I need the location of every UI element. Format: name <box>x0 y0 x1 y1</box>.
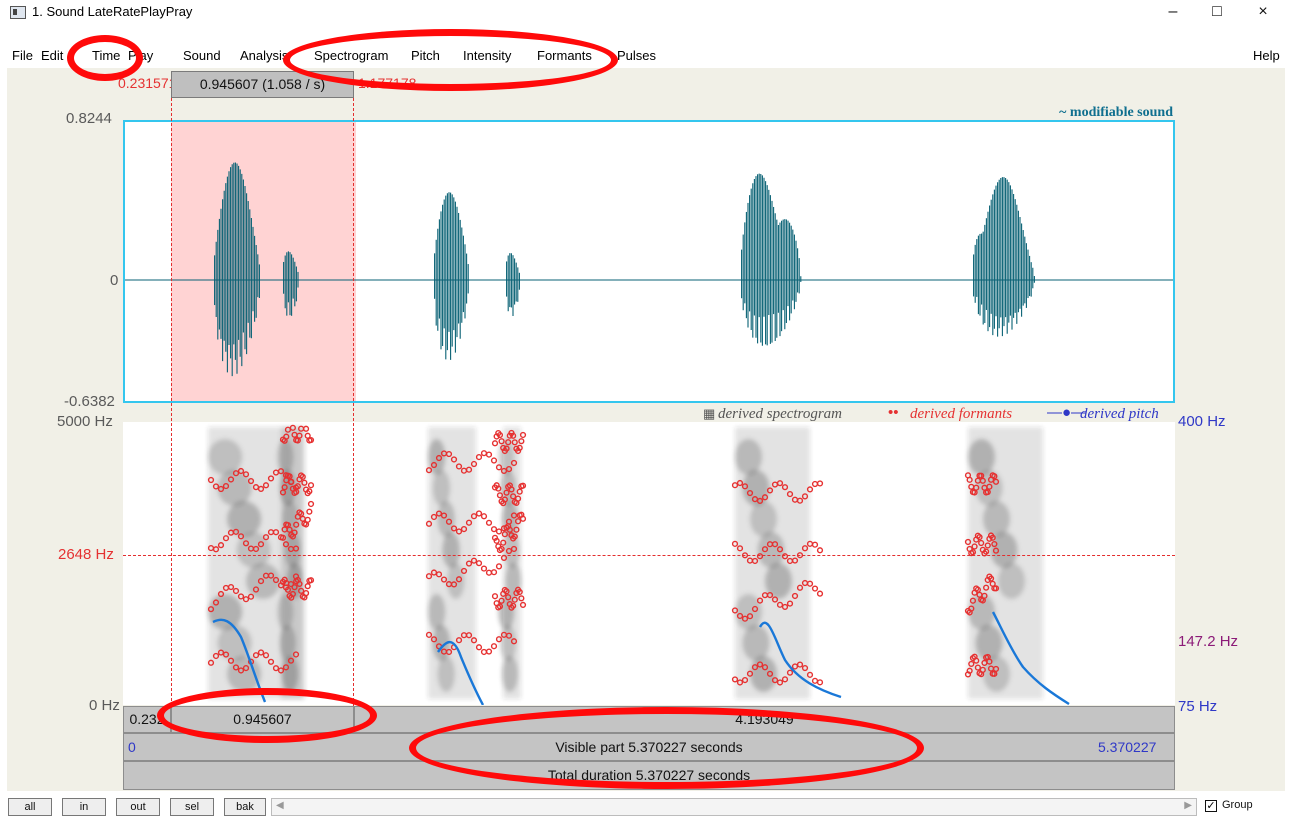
spectrogram-legend-icon: ▦ <box>703 406 716 421</box>
scroll-left-icon[interactable]: ◀ <box>276 800 284 811</box>
annotation-oval-visible-part <box>409 707 924 789</box>
spectrogram-panel[interactable] <box>123 422 1175 705</box>
selection-end-cursor <box>353 98 354 706</box>
menu-help[interactable]: Help <box>1253 48 1280 63</box>
modifiable-sound-label: ~ modifiable sound <box>1059 105 1173 120</box>
derived-formants-points <box>207 424 1000 686</box>
derived-spectrogram-shading <box>208 427 1043 699</box>
show-all-button[interactable]: all <box>8 798 52 816</box>
formants-legend-icon: •• <box>888 404 899 421</box>
pitch-bottom-label: 75 Hz <box>1178 698 1218 715</box>
selection-duration-box[interactable]: 0.945607 (1.058 / s) <box>171 71 354 98</box>
pitch-legend-icon: —●— <box>1047 404 1087 421</box>
waveform-zero-label: 0 <box>110 272 119 289</box>
zoom-to-selection-button[interactable]: sel <box>170 798 214 816</box>
zoom-in-button[interactable]: in <box>62 798 106 816</box>
app-window-icon <box>10 6 26 19</box>
legend-derived-formants: derived formants <box>910 406 1013 422</box>
zoom-back-button[interactable]: bak <box>224 798 266 816</box>
waveform-svg <box>125 122 1173 401</box>
window-title: 1. Sound LateRatePlayPray <box>32 4 193 19</box>
menu-file[interactable]: File <box>12 48 33 63</box>
menu-sound[interactable]: Sound <box>183 48 221 63</box>
legend-derived-pitch: derived pitch <box>1080 406 1159 422</box>
menu-edit[interactable]: Edit <box>41 48 64 63</box>
visible-end-time: 5.370227 <box>1098 739 1157 755</box>
annotation-oval-selected-duration <box>157 688 377 743</box>
visible-start-time: 0 <box>128 739 136 755</box>
annotation-oval-analysis-menus <box>283 29 618 91</box>
maximize-button[interactable]: □ <box>1212 3 1222 20</box>
title-bar: 1. Sound LateRatePlayPray – □ × <box>0 0 1292 24</box>
spectrogram-cursor-frequency: 2648 Hz <box>58 546 114 563</box>
spectrogram-svg <box>207 424 1070 705</box>
close-button[interactable]: × <box>1258 3 1268 20</box>
annotation-oval-time-menu <box>67 35 143 81</box>
group-checkbox[interactable]: ✓ <box>1205 800 1217 812</box>
derived-pitch-curve <box>212 611 1070 705</box>
pitch-middle-label: 147.2 Hz <box>1178 633 1239 650</box>
selection-start-time: 0.231571 <box>118 75 177 91</box>
waveform-max-label: 0.8244 <box>66 110 112 127</box>
horizontal-scrollbar[interactable]: ◀ ▶ <box>271 798 1197 816</box>
legend-derived-spectrogram: derived spectrogram <box>718 406 842 422</box>
spectrogram-bottom-frequency: 0 Hz <box>89 697 120 714</box>
menu-analysis[interactable]: Analysis <box>240 48 289 63</box>
minimize-button[interactable]: – <box>1168 3 1178 20</box>
spectrogram-top-frequency: 5000 Hz <box>57 413 113 430</box>
selection-highlight <box>171 122 356 401</box>
waveform-panel[interactable]: ~ modifiable sound <box>123 105 1175 403</box>
waveform-bursts <box>214 162 1035 377</box>
zoom-out-button[interactable]: out <box>116 798 160 816</box>
pitch-top-label: 400 Hz <box>1178 413 1226 430</box>
group-label: Group <box>1222 799 1253 811</box>
scroll-right-icon[interactable]: ▶ <box>1184 800 1192 811</box>
menu-pulses[interactable]: Pulses <box>617 48 657 63</box>
selection-start-cursor <box>171 98 172 706</box>
frequency-cursor-line <box>123 555 1175 556</box>
waveform-min-label: -0.6382 <box>64 393 115 410</box>
